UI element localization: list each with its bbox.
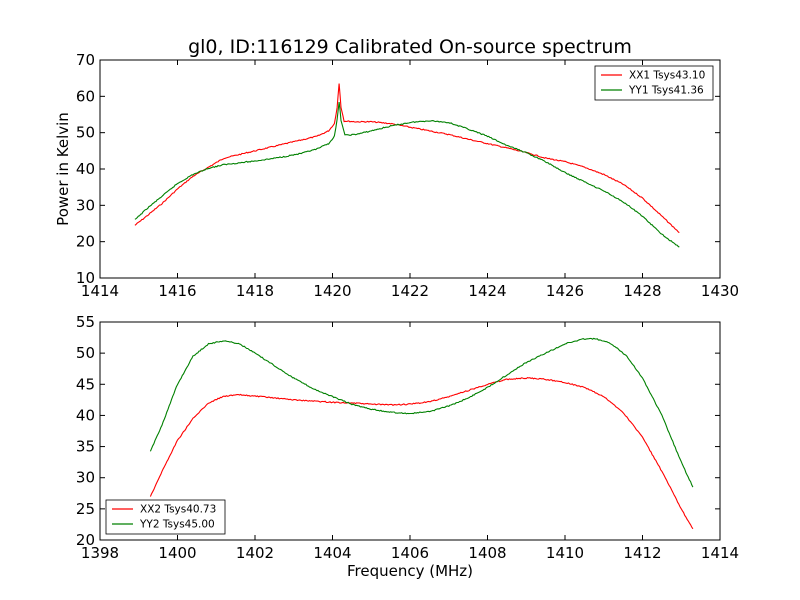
y-tick-label: 55 (76, 313, 95, 331)
x-tick-label: 1428 (623, 282, 661, 300)
x-tick-label: 1400 (158, 544, 196, 562)
bottom-panel: 1398 1400 1402 1404 1406 1408 1410 1412 1414 20 25… (76, 313, 739, 562)
series-line-yy2 (149, 337, 694, 488)
series-line-yy1 (134, 102, 680, 248)
x-tick-label: 1398 (81, 544, 119, 562)
legend-box (105, 499, 226, 535)
top-y-axis-label: Power in Kelvin (54, 112, 72, 226)
x-tick-label: 1418 (236, 282, 274, 300)
y-tick-label: 20 (76, 531, 95, 549)
y-tick-label: 60 (76, 87, 95, 105)
x-tick-label: 1402 (236, 544, 274, 562)
y-tick-label: 30 (76, 196, 95, 214)
y-tick-label: 70 (76, 51, 95, 69)
x-tick-label: 1422 (391, 282, 429, 300)
legend: XX1 Tsys43.10 YY1 Tsys41.36 (594, 65, 714, 101)
x-tick-label: 1424 (468, 282, 506, 300)
series-line-xx1 (134, 83, 680, 234)
legend-box (594, 65, 714, 101)
x-tick-label: 1420 (313, 282, 351, 300)
bottom-x-axis-label: Frequency (MHz) (347, 562, 473, 580)
y-tick-label: 10 (76, 269, 95, 287)
x-tick-label: 1410 (546, 544, 584, 562)
x-tick-label: 1412 (623, 544, 661, 562)
y-tick-label: 50 (76, 344, 95, 362)
x-tick-label: 1408 (468, 544, 506, 562)
legend-label: XX2 Tsys40.73 (140, 504, 216, 516)
y-tick-label: 45 (76, 375, 95, 393)
x-tick-label: 1404 (313, 544, 351, 562)
legend-label: YY2 Tsys45.00 (139, 519, 215, 531)
y-tick-label: 40 (76, 406, 95, 424)
legend-label: XX1 Tsys43.10 (629, 70, 705, 82)
series-line-xx2 (149, 376, 694, 530)
legend-label: YY1 Tsys41.36 (628, 85, 704, 97)
y-tick-label: 20 (76, 233, 95, 251)
x-tick-label: 1416 (158, 282, 196, 300)
x-tick-label: 1430 (701, 282, 739, 300)
x-tick-label: 1414 (701, 544, 739, 562)
y-tick-label: 30 (76, 469, 95, 487)
y-tick-label: 50 (76, 124, 95, 142)
y-tick-label: 35 (76, 438, 95, 456)
top-panel: 1414 1416 1418 1420 1422 1424 1426 1428 1430 10 20… (76, 51, 739, 300)
y-tick-label: 25 (76, 500, 95, 518)
y-tick-label: 40 (76, 160, 95, 178)
x-tick-label: 1406 (391, 544, 429, 562)
x-tick-label: 1426 (546, 282, 584, 300)
x-tick-label: 1414 (81, 282, 119, 300)
legend: XX2 Tsys40.73 YY2 Tsys45.00 (105, 499, 226, 535)
figure-title: gl0, ID:116129 Calibrated On-source spec… (188, 36, 632, 58)
